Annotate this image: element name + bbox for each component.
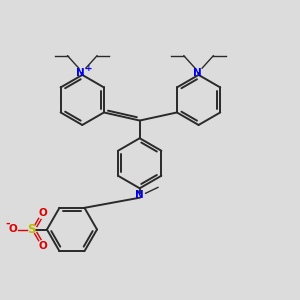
Text: -: - — [6, 219, 10, 229]
Text: O: O — [39, 241, 47, 251]
Text: N: N — [193, 68, 202, 78]
Text: S: S — [27, 223, 36, 236]
Text: O: O — [39, 208, 47, 218]
Text: +: + — [85, 64, 93, 73]
Text: N: N — [135, 190, 144, 200]
Text: O: O — [9, 224, 17, 235]
Text: N: N — [76, 68, 85, 78]
